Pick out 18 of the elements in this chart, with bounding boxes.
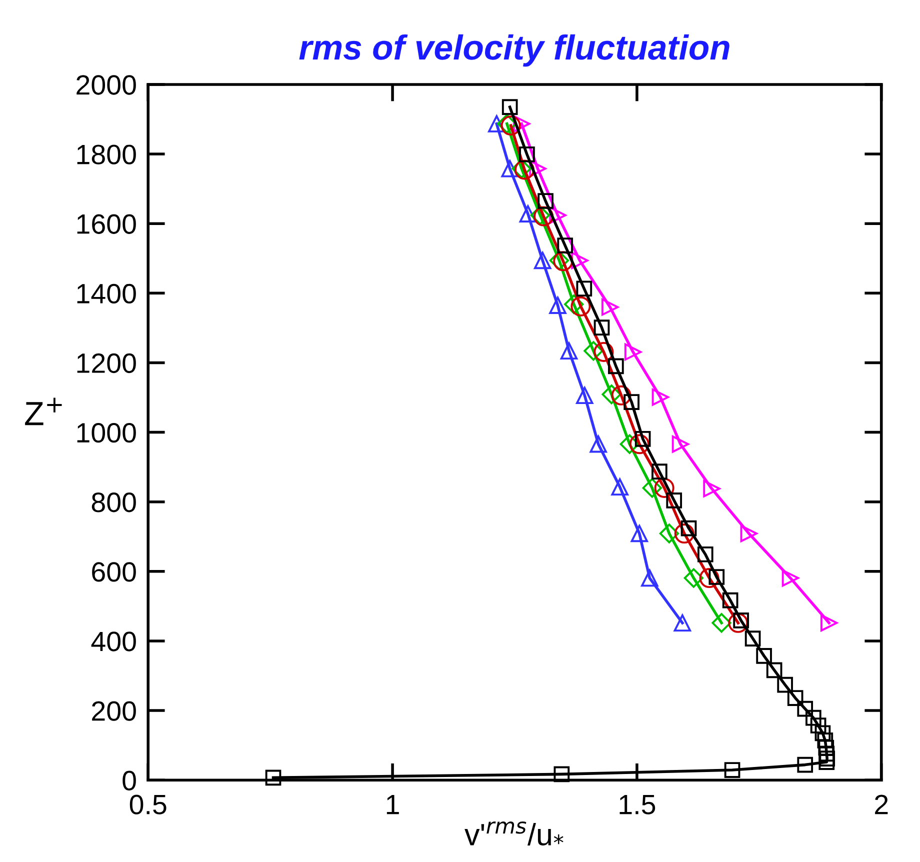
y-tick-label: 1600 xyxy=(77,214,136,234)
y-tick-label: 2000 xyxy=(76,75,136,95)
x-axis-title: v'$^{rms}$/u$_{*}$ xyxy=(464,822,564,846)
y-tick-label: 200 xyxy=(92,701,136,721)
x-tick-label: 1 xyxy=(386,795,399,814)
y-tick-label: 1400 xyxy=(77,284,136,304)
y-axis-title: Z$^{+}$ xyxy=(25,398,62,426)
y-tick-label: 0 xyxy=(122,770,136,790)
x-tick-label: 2 xyxy=(875,794,888,814)
y-tick-label: 600 xyxy=(92,562,136,582)
y-tick-label: 1000 xyxy=(77,422,136,443)
y-tick-label: 800 xyxy=(92,492,136,512)
y-tick-label: 1800 xyxy=(77,144,136,164)
x-tick-label: 1.5 xyxy=(620,795,656,814)
y-tick-label: 1200 xyxy=(77,353,136,374)
x-tick-label: 0.5 xyxy=(130,794,166,814)
chart-title: rms of velocity fluctuation xyxy=(299,34,730,67)
y-tick-label: 400 xyxy=(91,632,136,652)
